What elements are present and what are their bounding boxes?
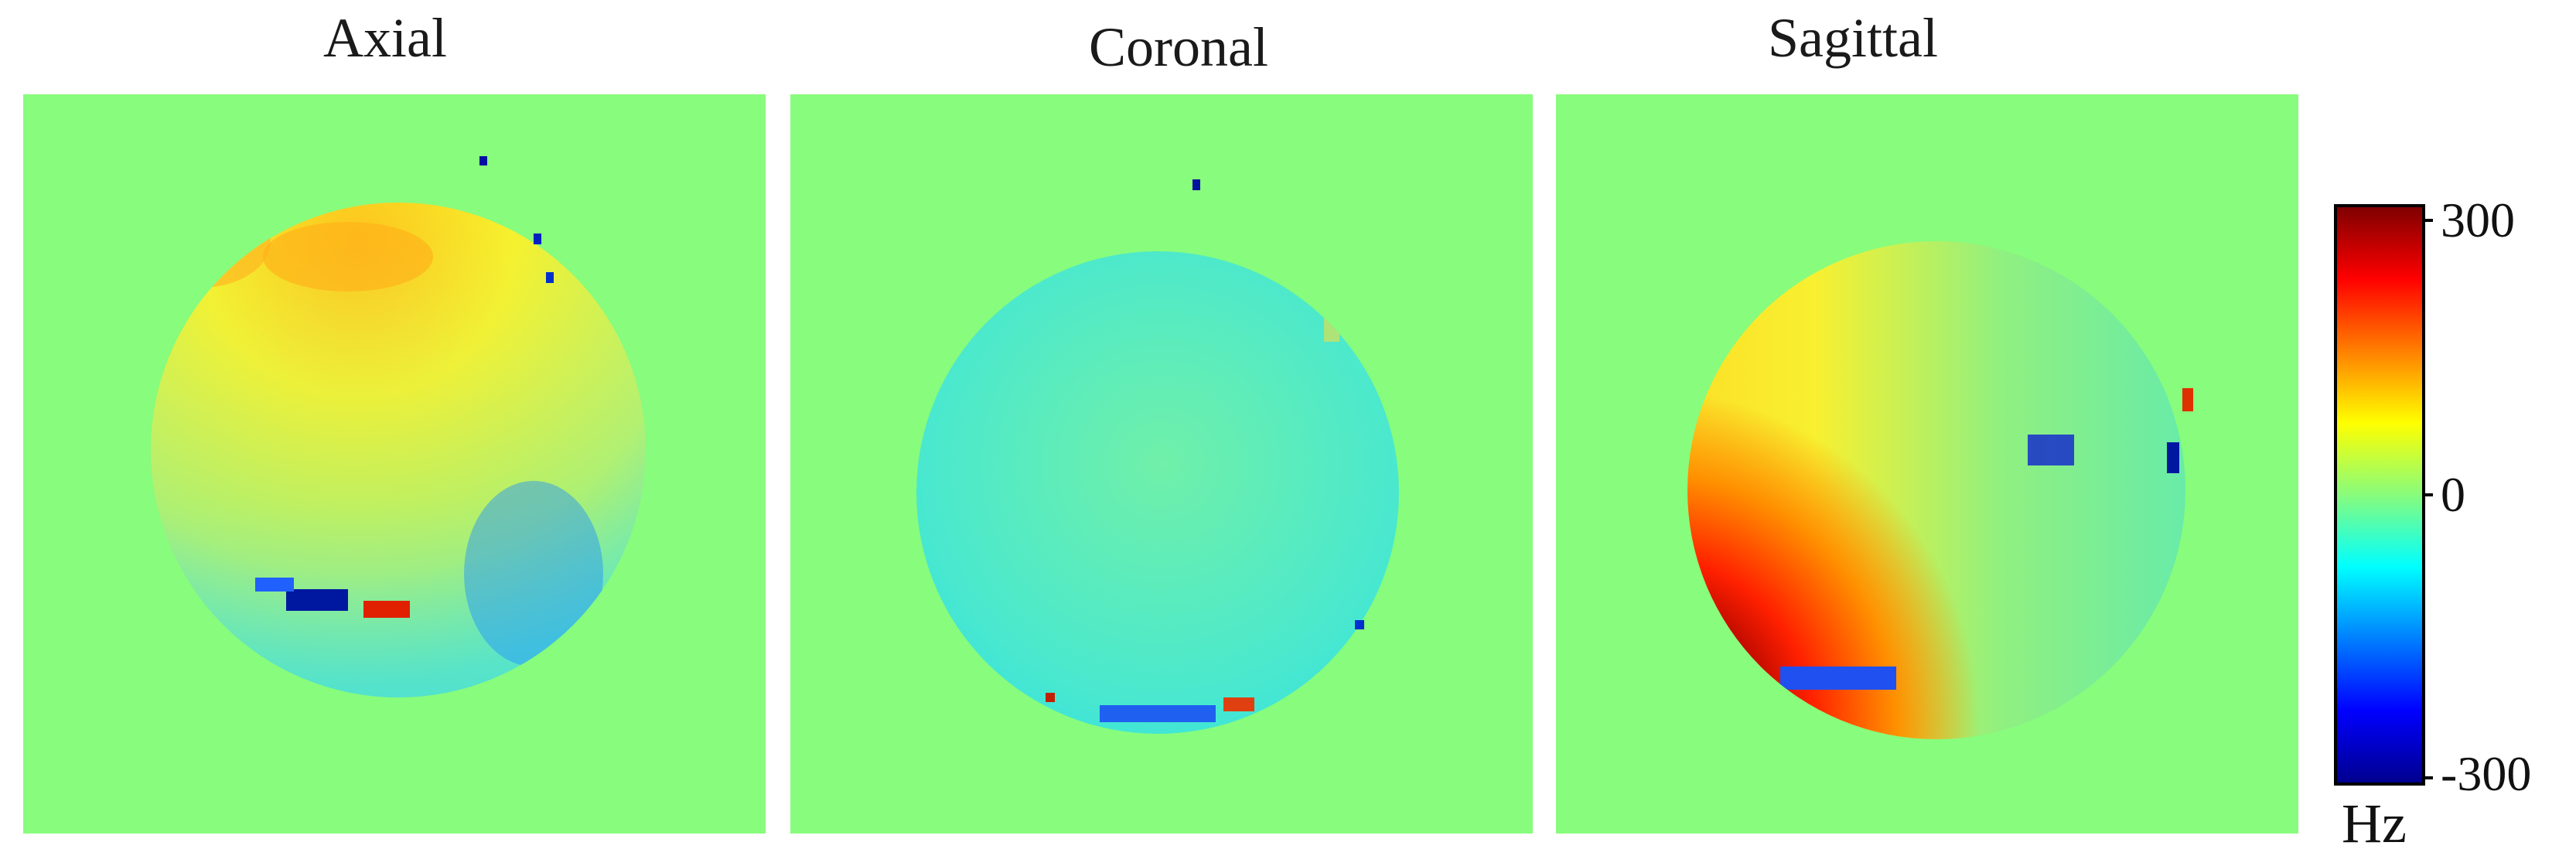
colorbar-min-label: -300 [2441, 746, 2532, 801]
coronal-title: Coronal [1089, 16, 1268, 78]
colorbar-tick-top [2425, 219, 2433, 222]
sagittal-title: Sagittal [1768, 7, 1938, 69]
coronal-fieldmap [790, 94, 1533, 834]
axial-title: Axial [323, 7, 447, 69]
colorbar-tick-mid [2425, 493, 2433, 496]
colorbar-tick-bottom [2425, 776, 2433, 779]
colorbar-max-label: 300 [2441, 193, 2515, 247]
colorbar-unit-label: Hz [2342, 793, 2407, 854]
sagittal-fieldmap [1556, 94, 2298, 834]
colorbar-zero-label: 0 [2441, 467, 2465, 522]
colorbar [2334, 204, 2425, 786]
axial-fieldmap [23, 94, 766, 834]
